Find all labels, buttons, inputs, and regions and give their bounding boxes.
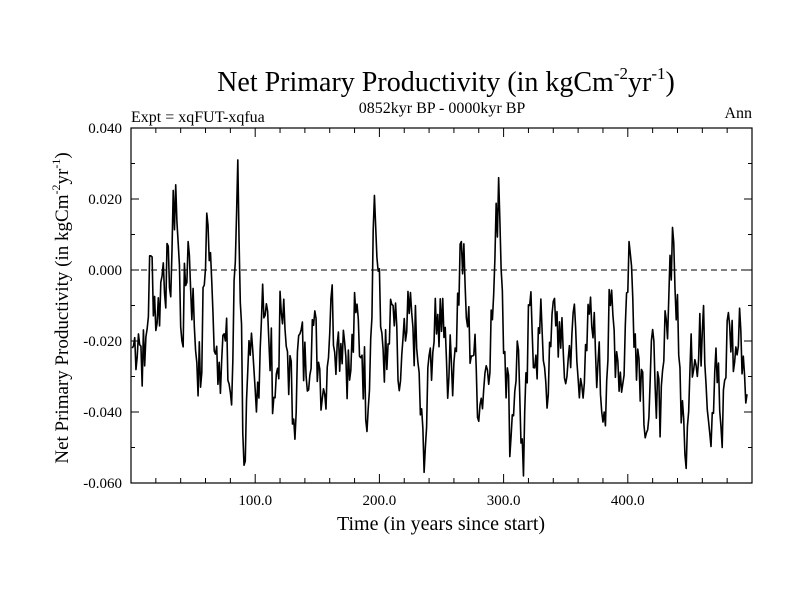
season-label: Ann	[724, 105, 752, 122]
plot-frame	[130, 127, 753, 484]
y-axis-label: Net Primary Productivity (in kgCm-2yr-1)	[49, 152, 73, 463]
experiment-label: Expt = xqFUT-xqfua	[131, 109, 265, 126]
axis-ticks	[130, 127, 753, 484]
period-label: 0852kyr BP - 0000kyr BP	[359, 100, 526, 117]
chart-title: Net Primary Productivity (in kgCm-2yr-1)	[217, 64, 675, 98]
y-tick-label: 0.040	[88, 121, 122, 137]
x-tick-label: 300.0	[487, 493, 521, 509]
y-tick-labels: -0.060 -0.040 -0.020 0.000 0.020 0.040	[83, 121, 122, 492]
y-tick-label: -0.020	[83, 334, 122, 350]
x-tick-label: 400.0	[611, 493, 645, 509]
y-tick-label: -0.060	[83, 476, 122, 492]
x-tick-labels: 100.0 200.0 300.0 400.0	[238, 493, 644, 509]
y-tick-label: -0.040	[83, 405, 122, 421]
y-tick-label: 0.020	[88, 192, 122, 208]
npp-series-line	[131, 159, 748, 477]
x-tick-label: 100.0	[238, 493, 272, 509]
x-tick-label: 200.0	[363, 493, 397, 509]
x-axis-label: Time (in years since start)	[337, 513, 545, 535]
y-tick-label: 0.000	[88, 263, 122, 279]
